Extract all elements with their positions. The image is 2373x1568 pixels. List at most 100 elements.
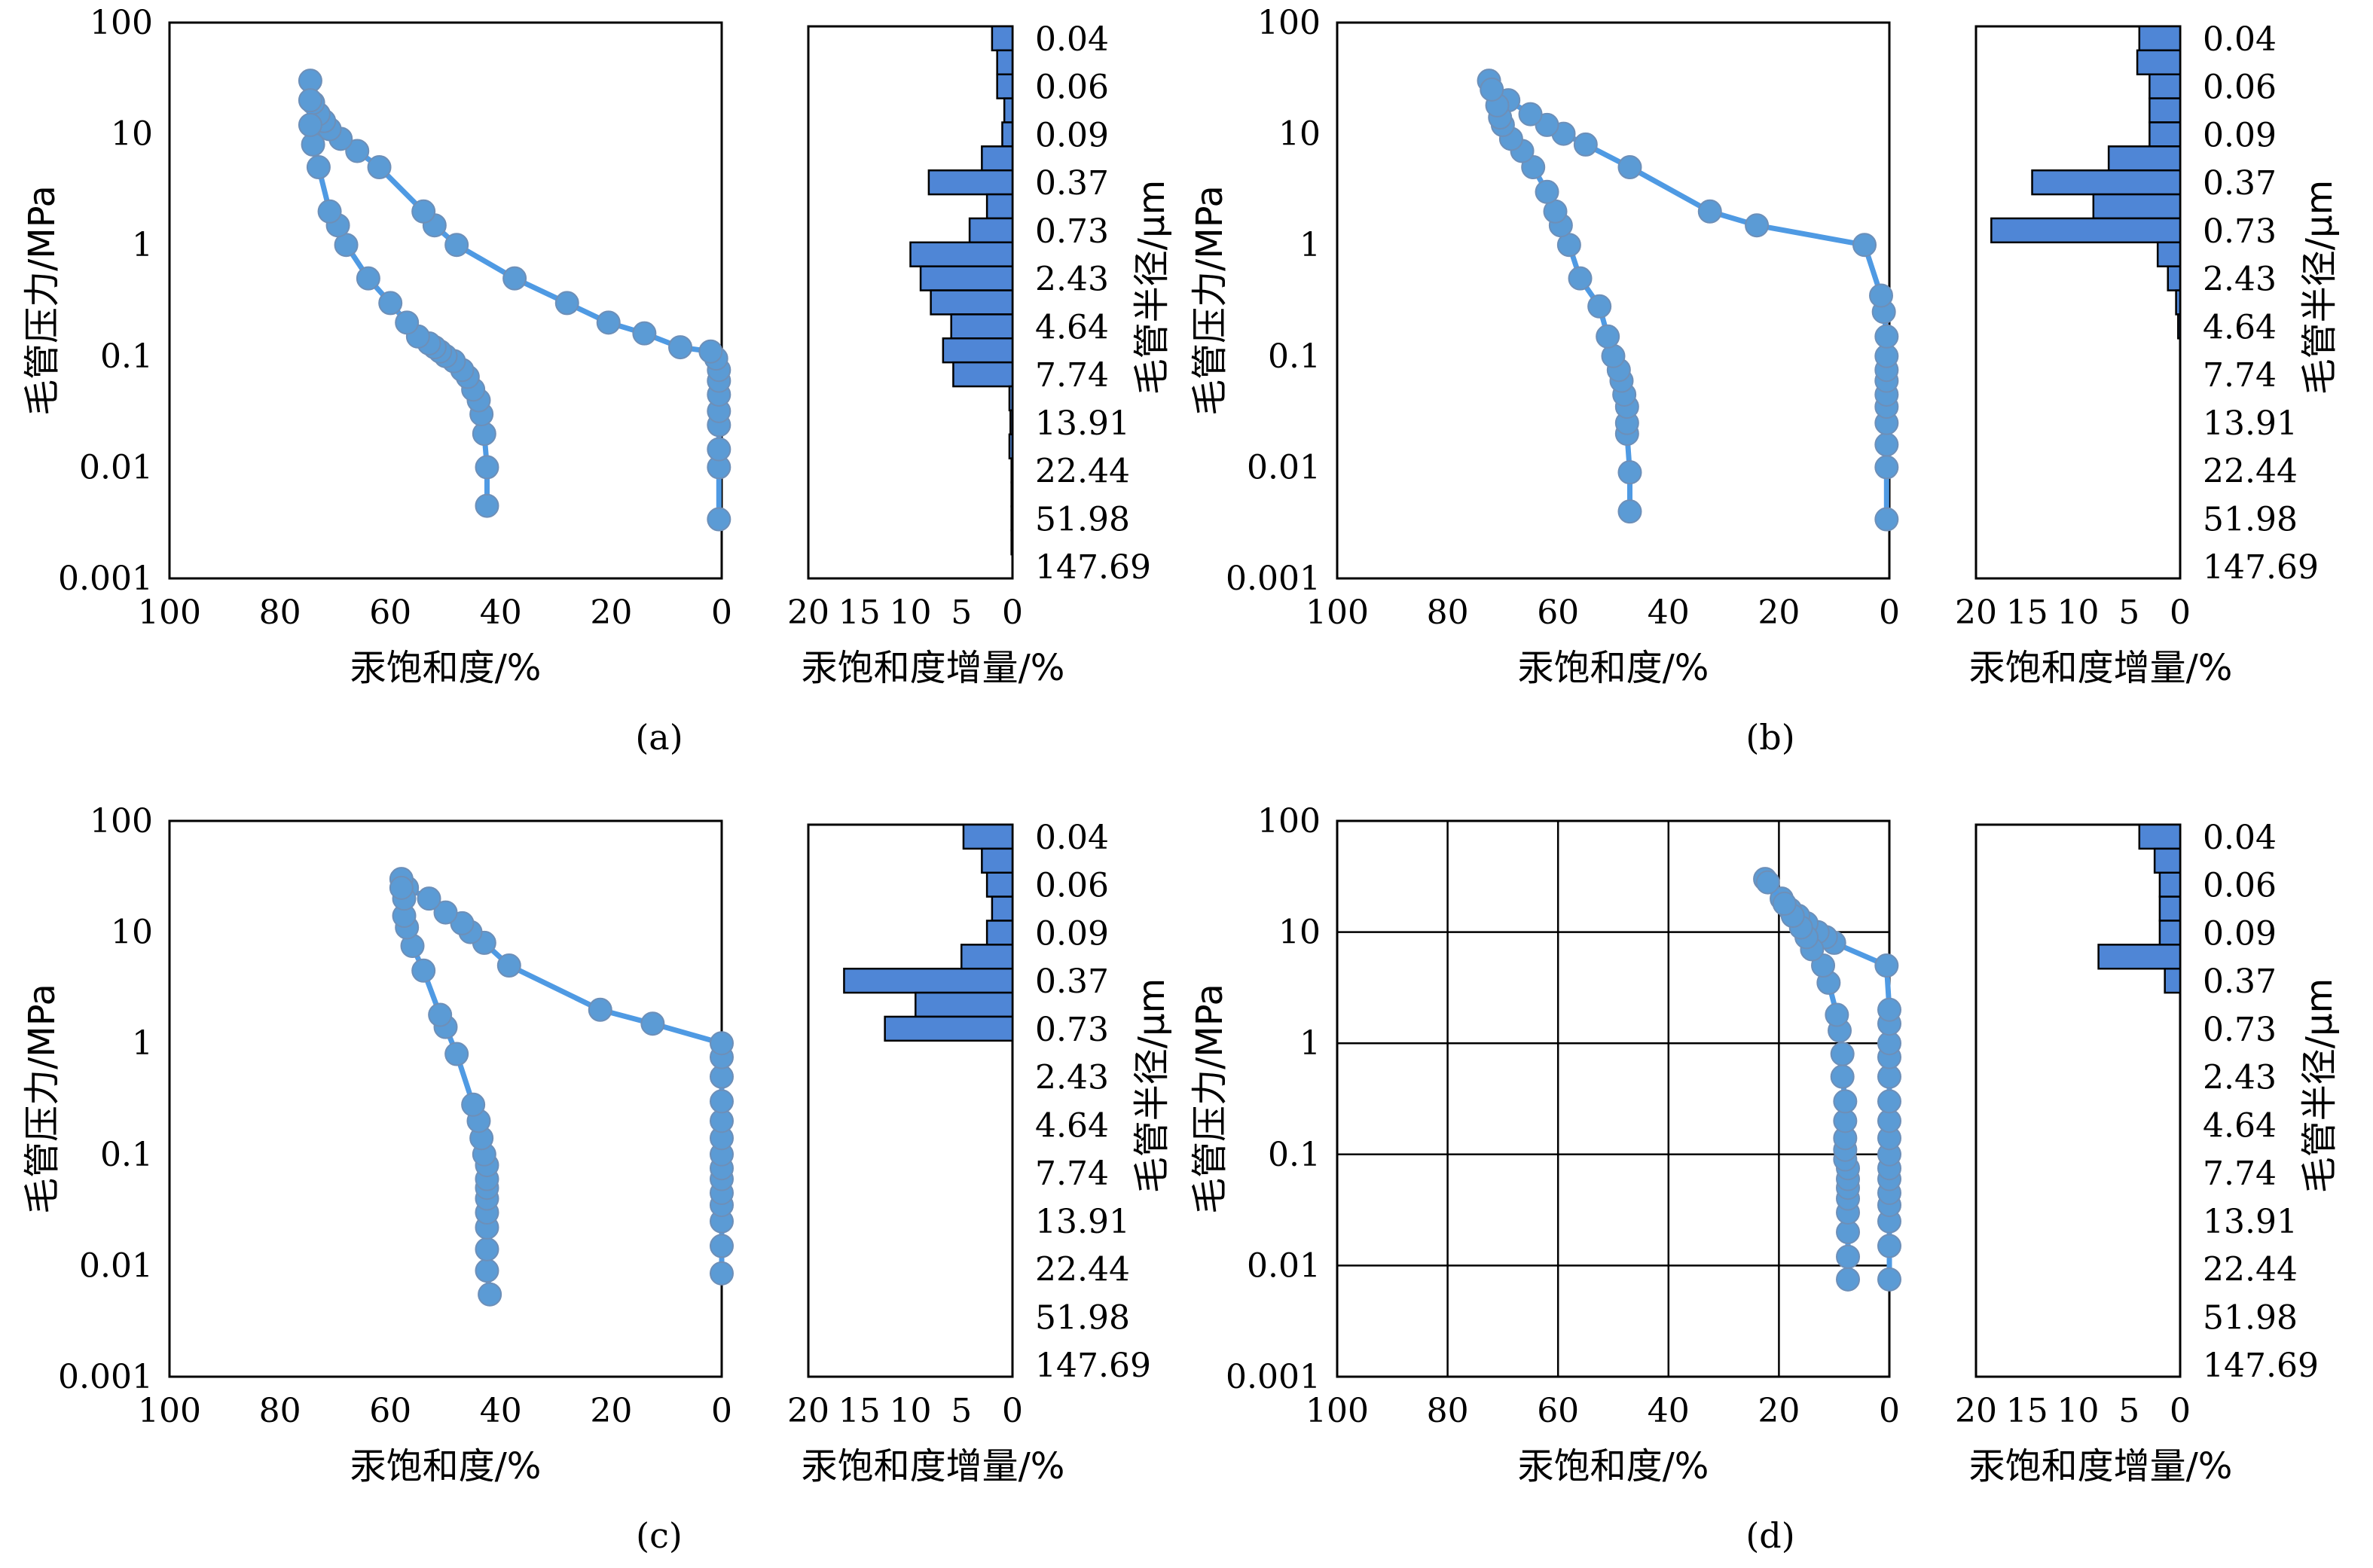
data-point bbox=[640, 1011, 665, 1036]
x-tick-label: 60 bbox=[369, 593, 411, 632]
histogram-bar bbox=[2149, 121, 2182, 148]
histogram-bar bbox=[915, 991, 1014, 1018]
histogram-bar bbox=[991, 25, 1014, 52]
histogram-bar bbox=[996, 49, 1014, 75]
bar-x-tick-label: 15 bbox=[838, 1392, 881, 1430]
radius-label: 0.37 bbox=[2203, 962, 2277, 1001]
y-tick-label: 0.1 bbox=[1268, 337, 1321, 376]
histogram-bar bbox=[2167, 265, 2182, 291]
radius-label: 0.73 bbox=[1035, 212, 1109, 251]
bar-x-tick-label: 10 bbox=[2057, 593, 2100, 632]
y-tick-label: 0.1 bbox=[100, 1136, 153, 1174]
y-tick-label: 1 bbox=[132, 1024, 153, 1063]
histogram-bar bbox=[2138, 823, 2182, 850]
x-tick-label: 40 bbox=[480, 593, 522, 632]
bar-x-tick-label: 0 bbox=[2170, 1392, 2191, 1430]
x-tick-label: 60 bbox=[1537, 593, 1579, 632]
y-tick-label: 0.001 bbox=[1226, 1358, 1321, 1396]
histogram-bar bbox=[991, 895, 1014, 922]
data-point bbox=[707, 437, 731, 462]
histogram-bar bbox=[2158, 895, 2182, 922]
bar-y-axis-title: 毛管半径/μm bbox=[2298, 180, 2341, 395]
histogram-bar bbox=[2164, 967, 2182, 994]
panel-label: (a) bbox=[635, 717, 683, 758]
histogram-bar bbox=[952, 361, 1014, 388]
radius-label: 0.37 bbox=[2203, 164, 2277, 203]
bar-x-tick-label: 10 bbox=[2057, 1392, 2100, 1430]
histogram-bar bbox=[2097, 944, 2182, 970]
histogram-bar bbox=[1009, 409, 1014, 436]
data-series-2 bbox=[1755, 870, 1861, 1292]
radius-label: 4.64 bbox=[2203, 308, 2277, 346]
x-axis-title: 汞饱和度/% bbox=[350, 647, 542, 689]
x-tick-label: 20 bbox=[1758, 593, 1800, 632]
data-point bbox=[444, 233, 469, 258]
radius-label: 51.98 bbox=[2203, 1298, 2298, 1337]
bar-x-axis-title: 汞饱和度增量/% bbox=[1969, 1445, 2233, 1487]
data-point bbox=[475, 1258, 499, 1283]
y-tick-label: 10 bbox=[111, 914, 153, 952]
y-tick-label: 0.01 bbox=[79, 448, 153, 487]
data-point bbox=[475, 493, 499, 518]
x-tick-label: 100 bbox=[138, 593, 201, 632]
data-point bbox=[411, 199, 436, 224]
data-point bbox=[1617, 155, 1642, 180]
x-tick-label: 40 bbox=[1648, 1392, 1690, 1430]
radius-label: 0.06 bbox=[2203, 69, 2277, 107]
plot-frame bbox=[1336, 819, 1891, 1378]
histogram-bar bbox=[2149, 97, 2182, 124]
data-point bbox=[298, 112, 322, 137]
data-point bbox=[554, 291, 579, 316]
histogram-frame bbox=[1974, 25, 2182, 580]
histogram-bar bbox=[996, 73, 1014, 99]
radius-label: 0.06 bbox=[2203, 867, 2277, 905]
data-point bbox=[378, 291, 403, 316]
histogram-bar bbox=[968, 217, 1014, 244]
radius-label: 51.98 bbox=[1035, 500, 1130, 538]
radius-label: 0.37 bbox=[1035, 962, 1109, 1001]
radius-label: 0.73 bbox=[2203, 1011, 2277, 1049]
data-point bbox=[428, 1002, 453, 1027]
histogram-bar bbox=[2177, 313, 2182, 340]
bar-x-tick-label: 5 bbox=[951, 593, 972, 632]
data-point bbox=[1836, 1267, 1861, 1292]
data-point bbox=[1877, 1267, 1901, 1292]
pore-radius-histogram: 0.04 0.06 0.09 0.37 0.73 2.43 4.64 7.74 13.91 22.… bbox=[1955, 20, 2341, 689]
data-point bbox=[1836, 1244, 1861, 1269]
bar-x-axis-title: 汞饱和度增量/% bbox=[1969, 647, 2233, 689]
data-point bbox=[1596, 324, 1620, 349]
histogram-frame bbox=[1974, 823, 2182, 1378]
histogram-bar bbox=[1008, 385, 1014, 412]
y-axis-title: 毛管压力/MPa bbox=[21, 984, 63, 1214]
data-point bbox=[1755, 870, 1780, 895]
data-point bbox=[710, 1234, 734, 1258]
radius-label: 0.06 bbox=[1035, 867, 1109, 905]
radius-label: 0.06 bbox=[1035, 69, 1109, 107]
bar-x-tick-label: 15 bbox=[2006, 593, 2048, 632]
histogram-bar bbox=[927, 169, 1014, 196]
radius-label: 2.43 bbox=[1035, 261, 1109, 299]
data-point bbox=[707, 507, 731, 532]
data-point bbox=[461, 1092, 486, 1117]
data-point bbox=[411, 958, 436, 983]
data-series-2 bbox=[1480, 77, 1642, 524]
radius-label: 0.09 bbox=[2203, 116, 2277, 154]
data-point bbox=[1852, 233, 1877, 258]
bar-x-tick-label: 20 bbox=[1955, 1392, 1997, 1430]
x-axis-title: 汞饱和度/% bbox=[1518, 647, 1709, 689]
radius-label: 0.37 bbox=[1035, 164, 1109, 203]
radius-label: 13.91 bbox=[1035, 1203, 1130, 1241]
bar-x-tick-label: 5 bbox=[2118, 1392, 2139, 1430]
x-tick-label: 100 bbox=[138, 1392, 201, 1430]
data-point bbox=[1825, 1002, 1849, 1027]
y-tick-label: 100 bbox=[1257, 802, 1321, 840]
y-tick-label: 10 bbox=[1278, 115, 1321, 154]
bar-x-tick-label: 0 bbox=[1002, 1392, 1023, 1430]
histogram-bar bbox=[960, 944, 1014, 970]
histogram-bar bbox=[2153, 847, 2182, 874]
histogram-bar bbox=[884, 1015, 1014, 1042]
x-tick-label: 20 bbox=[1758, 1392, 1800, 1430]
x-tick-label: 0 bbox=[1879, 1392, 1900, 1430]
